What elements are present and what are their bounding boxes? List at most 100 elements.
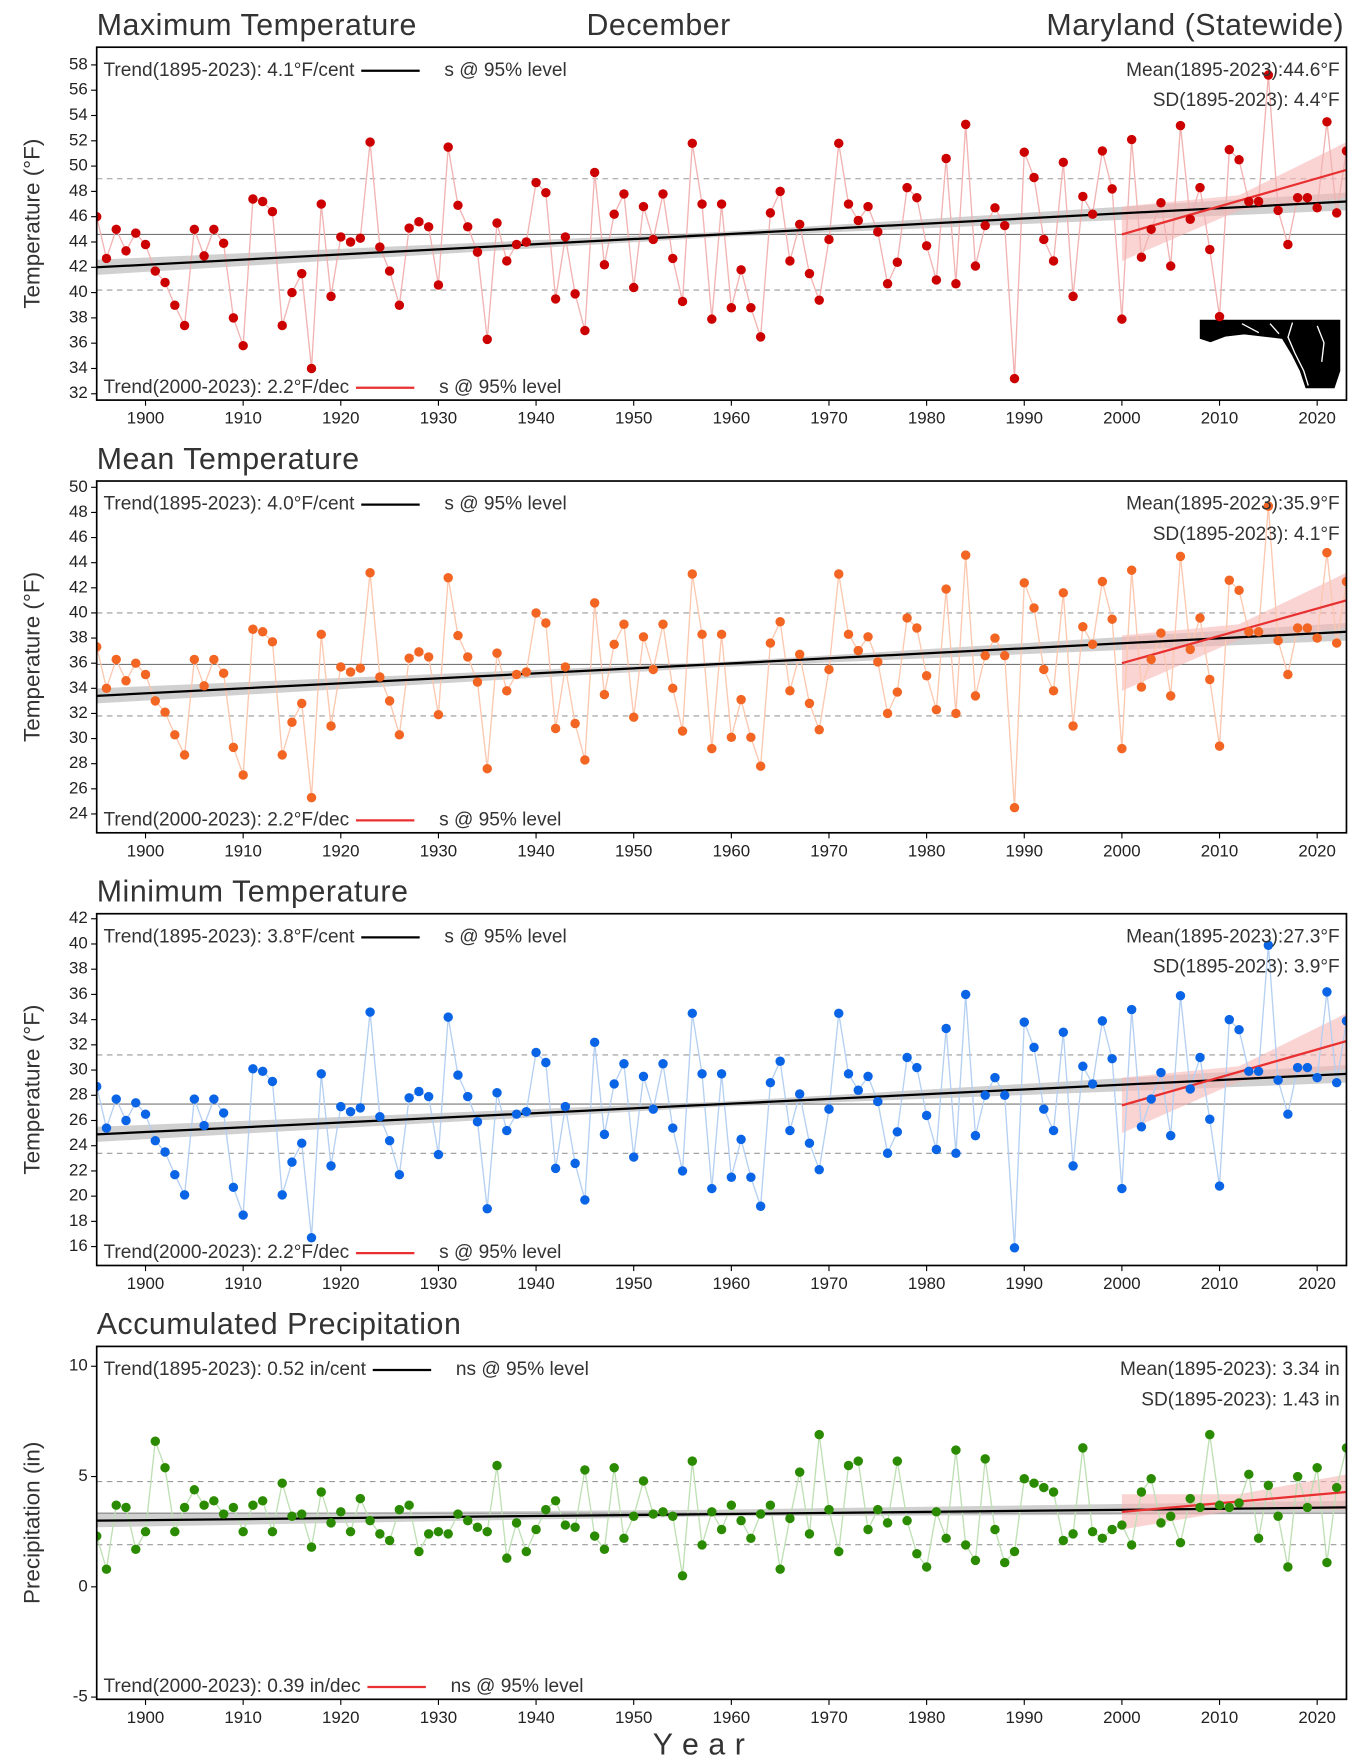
data-point (1175, 1537, 1186, 1548)
data-point (1312, 1463, 1322, 1473)
data-point (794, 1467, 805, 1477)
trend-line (96, 200, 1347, 269)
data-point (726, 732, 737, 743)
trend-line (96, 1072, 1347, 1136)
data-point (1253, 1066, 1264, 1077)
y-tick-label: 0 (78, 1576, 87, 1595)
data-point (209, 224, 219, 235)
data-point (297, 698, 307, 709)
data-point (199, 251, 209, 261)
data-point (619, 1533, 629, 1544)
data-point (267, 1076, 278, 1087)
data-point (863, 1071, 873, 1082)
y-tick-label: 48 (69, 181, 88, 200)
y-tick-label: 52 (69, 130, 88, 149)
data-point (336, 1101, 346, 1112)
data-point (628, 282, 639, 293)
data-point (1048, 686, 1059, 696)
y-tick-label: 48 (69, 502, 88, 521)
y-tick-label: 32 (69, 703, 88, 722)
data-point (726, 303, 737, 313)
data-point (1283, 1562, 1293, 1572)
data-point (101, 683, 112, 694)
data-point (121, 676, 131, 686)
significance-label: s @ 95% level (444, 494, 566, 515)
data-point (423, 1091, 434, 1102)
data-point (638, 1476, 649, 1486)
data-point (209, 654, 219, 665)
data-point (463, 1091, 473, 1102)
data-point (804, 268, 815, 279)
data-point (502, 686, 512, 696)
data-point (443, 142, 453, 152)
data-point (472, 247, 483, 257)
data-point (443, 1529, 453, 1539)
data-point (355, 233, 366, 243)
y-tick-label: 30 (69, 728, 88, 747)
data-point (521, 667, 532, 677)
data-point (345, 1526, 356, 1537)
data-point (355, 1493, 366, 1504)
data-point (570, 289, 580, 299)
data-point (775, 1056, 785, 1066)
data-point (375, 1529, 385, 1539)
data-point (189, 1094, 200, 1104)
data-point (111, 654, 121, 665)
data-point (541, 1057, 551, 1068)
data-point (677, 1571, 688, 1581)
data-point (1205, 1429, 1215, 1440)
data-point (179, 750, 190, 760)
data-point (287, 717, 297, 727)
sd-label: SD(1895-2023): 3.9°F (1153, 957, 1340, 978)
data-point (218, 1509, 229, 1519)
data-point (336, 1507, 346, 1517)
panel-title: Minimum Temperature (97, 876, 409, 909)
data-point (384, 1535, 395, 1546)
data-point (1087, 209, 1098, 219)
data-point (755, 1201, 766, 1211)
data-point (873, 1504, 883, 1515)
data-point (228, 313, 239, 323)
data-point (1283, 669, 1293, 680)
data-point (316, 199, 326, 209)
y-tick-label: 38 (69, 307, 88, 326)
data-point (365, 137, 375, 147)
data-point (765, 1500, 776, 1510)
data-point (794, 649, 805, 660)
data-point (1019, 578, 1029, 588)
data-point (1341, 146, 1347, 156)
plot-frame (95, 480, 1348, 834)
data-point (404, 1500, 414, 1510)
data-point (316, 1487, 326, 1497)
data-point (775, 186, 785, 197)
x-tick-label: 1960 (713, 1708, 750, 1727)
data-point (648, 234, 658, 245)
data-point (1165, 261, 1176, 271)
data-point (873, 1096, 883, 1107)
data-point (589, 1531, 600, 1541)
data-point (1000, 650, 1010, 661)
data-point (404, 1093, 414, 1103)
y-tick-label: 58 (69, 54, 88, 73)
data-point (1253, 627, 1264, 637)
trend-line (96, 630, 1347, 697)
data-point (843, 1460, 854, 1471)
panel-title: Accumulated Precipitation (97, 1308, 462, 1341)
data-point (541, 618, 551, 628)
data-point (287, 1511, 297, 1521)
data-point (824, 1104, 834, 1114)
data-point (1165, 1130, 1176, 1141)
y-tick-label: 36 (69, 653, 88, 672)
data-point (375, 1111, 385, 1122)
data-point (150, 266, 161, 276)
data-point (267, 1526, 278, 1537)
data-point (111, 224, 121, 235)
y-tick-label: 22 (69, 1160, 88, 1179)
data-point (1302, 193, 1313, 203)
data-point (179, 1190, 190, 1200)
data-point (1068, 1161, 1078, 1171)
data-point (960, 989, 971, 1000)
data-point (1117, 314, 1127, 324)
data-point (912, 1549, 922, 1559)
data-point (453, 1070, 463, 1080)
